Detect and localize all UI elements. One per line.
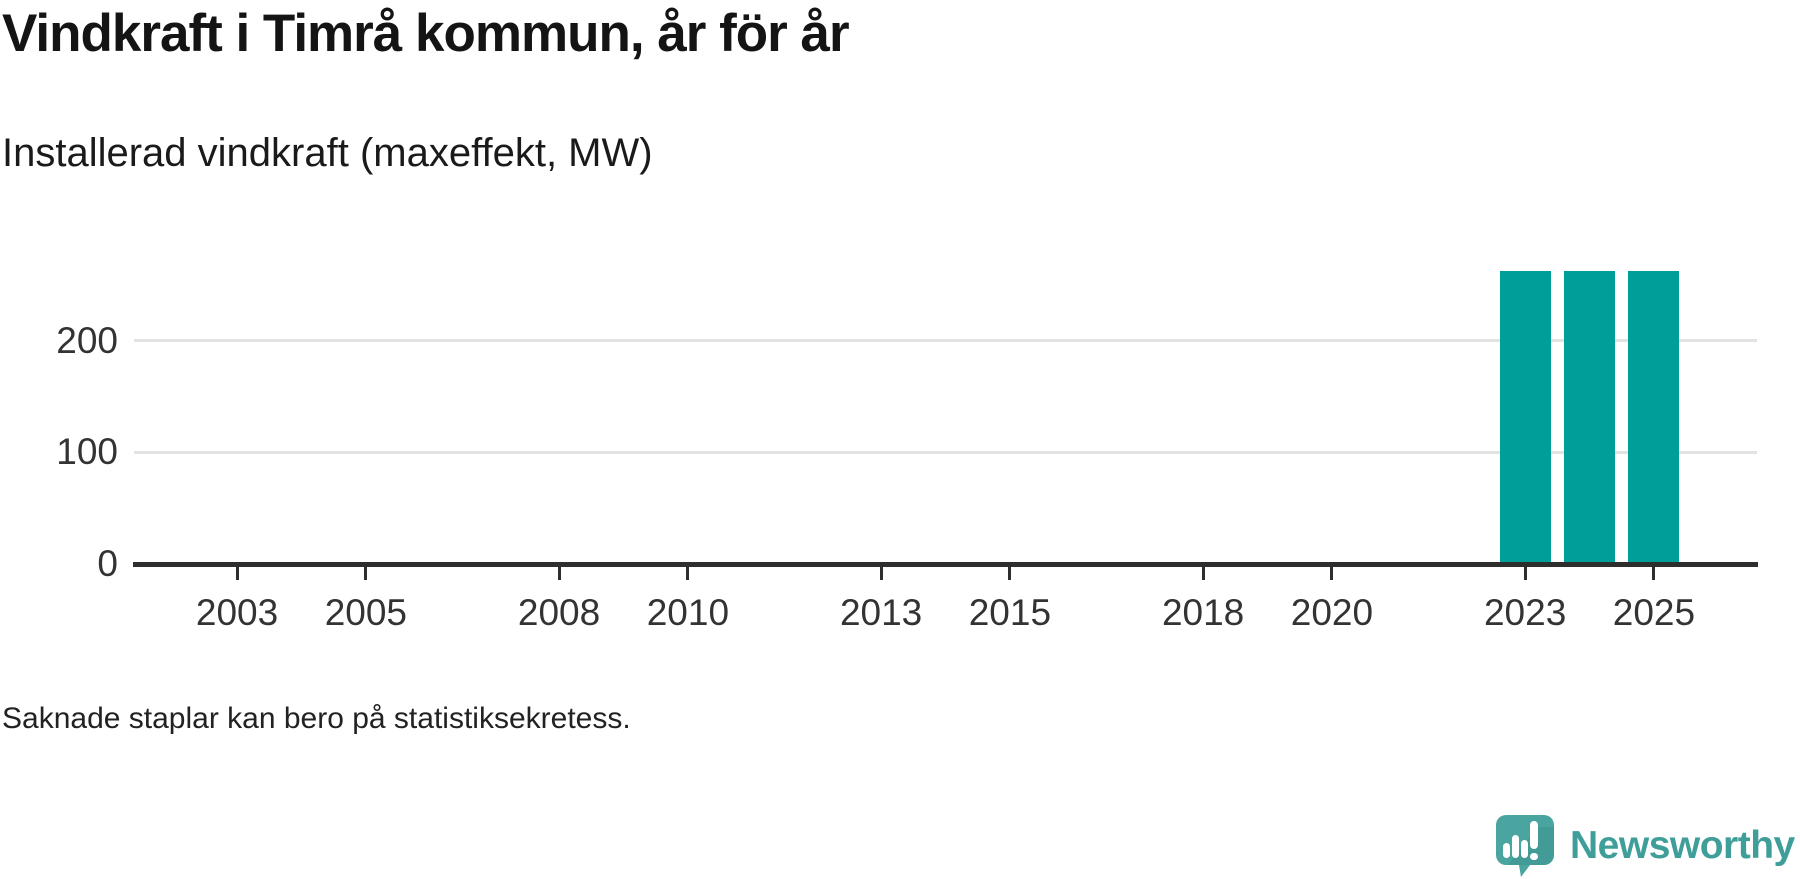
- x-axis-tick-2023: [1523, 567, 1527, 580]
- x-axis-label-2020: 2020: [1290, 592, 1374, 633]
- page-title: Vindkraft i Timrå kommun, år för år: [2, 4, 850, 63]
- gridline-200: [134, 339, 1757, 343]
- newsworthy-speech-bubble-bar-chart-icon: [1496, 815, 1554, 877]
- footnote: Saknade staplar kan bero på statistiksek…: [2, 702, 631, 735]
- x-axis-label-2003: 2003: [195, 592, 279, 633]
- bar-2024: [1564, 271, 1616, 562]
- x-axis-tick-2018: [1201, 567, 1205, 580]
- y-axis-label-100: 100: [56, 431, 118, 473]
- y-axis-label-200: 200: [56, 319, 118, 361]
- brand-name: Newsworthy: [1570, 824, 1795, 867]
- y-axis-label-0: 0: [97, 543, 118, 584]
- x-axis-tick-2005: [364, 567, 368, 580]
- x-axis-tick-2013: [879, 567, 883, 580]
- x-axis-label-2005: 2005: [324, 592, 407, 633]
- x-axis-label-2015: 2015: [968, 592, 1052, 633]
- x-axis-tick-2008: [557, 567, 561, 580]
- x-axis-tick-2025: [1652, 567, 1656, 580]
- x-axis-label-2025: 2025: [1612, 592, 1696, 633]
- chart-subtitle: Installerad vindkraft (maxeffekt, MW): [2, 131, 653, 175]
- x-axis-label-2010: 2010: [646, 592, 730, 633]
- x-axis-tick-2015: [1008, 567, 1012, 580]
- bar-2023: [1499, 271, 1551, 562]
- x-axis-tick-2010: [686, 567, 690, 580]
- x-axis-label-2023: 2023: [1483, 592, 1567, 633]
- bar-2025: [1628, 271, 1680, 562]
- x-axis-tick-2003: [235, 567, 239, 580]
- x-axis-label-2018: 2018: [1161, 592, 1245, 633]
- newsworthy-logo: Newsworthy: [1494, 813, 1795, 879]
- gridline-100: [134, 450, 1757, 454]
- x-axis-tick-2020: [1330, 567, 1334, 580]
- x-axis-label-2013: 2013: [839, 592, 923, 633]
- x-axis-line: [133, 562, 1758, 567]
- x-axis-label-2008: 2008: [517, 592, 601, 633]
